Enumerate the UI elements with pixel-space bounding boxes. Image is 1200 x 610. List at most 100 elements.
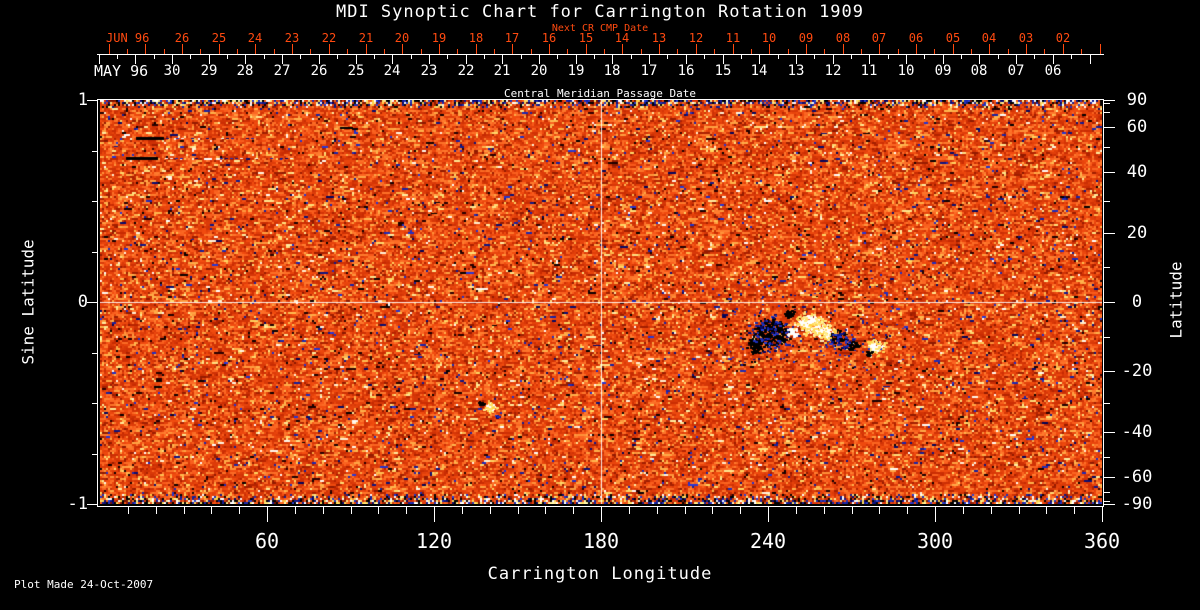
next-cr-date-label: 19 xyxy=(431,31,447,45)
cmp-date-tick xyxy=(1016,54,1017,64)
next-cr-date-minor-tick xyxy=(531,49,532,54)
next-cr-date-tick xyxy=(255,44,256,54)
next-cr-date-tick xyxy=(989,44,990,54)
next-cr-date-tick xyxy=(879,44,880,54)
longitude-tick xyxy=(601,506,602,522)
cmp-date-label: 11 xyxy=(860,63,878,79)
cmp-date-minor-tick xyxy=(741,54,742,59)
cmp-date-label: 13 xyxy=(787,63,805,79)
next-cr-date-label: 10 xyxy=(761,31,777,45)
sine-latitude-tick-label: 1 xyxy=(77,90,88,110)
latitude-tick xyxy=(1104,432,1115,433)
next-cr-date-tick xyxy=(512,44,513,54)
next-cr-date-label: 16 xyxy=(541,31,557,45)
latitude-minor-tick xyxy=(1104,337,1110,338)
cmp-date-minor-tick xyxy=(851,54,852,59)
cmp-date-minor-tick xyxy=(117,54,118,59)
cmp-date-minor-tick xyxy=(594,54,595,59)
next-cr-date-minor-tick xyxy=(971,49,972,54)
next-cr-date-label: 24 xyxy=(247,31,263,45)
sine-latitude-tick-label: 0 xyxy=(77,292,88,312)
cmp-date-label: 24 xyxy=(383,63,401,79)
latitude-tick-label: -60 xyxy=(1121,467,1153,487)
next-cr-date-tick xyxy=(622,44,623,54)
cmp-date-tick xyxy=(686,54,687,64)
sine-latitude-minor-tick xyxy=(92,403,97,404)
latitude-minor-tick xyxy=(1104,267,1110,268)
longitude-tick-label: 300 xyxy=(916,529,954,553)
cmp-date-tick xyxy=(796,54,797,64)
magnetogram-image xyxy=(100,100,1102,504)
next-cr-date-tick xyxy=(586,44,587,54)
next-cr-date-minor-tick xyxy=(200,49,201,54)
longitude-minor-tick xyxy=(1019,506,1020,514)
sine-latitude-minor-tick xyxy=(92,252,97,253)
sine-latitude-minor-tick xyxy=(92,201,97,202)
next-cr-date-label: 20 xyxy=(394,31,410,45)
cmp-date-tick xyxy=(172,54,173,64)
cmp-date-label: 23 xyxy=(420,63,438,79)
cmp-date-tick xyxy=(906,54,907,64)
latitude-minor-tick xyxy=(1104,103,1110,104)
cmp-date-tick xyxy=(869,54,870,64)
date-axis-line xyxy=(97,54,1104,55)
next-cr-date-minor-tick xyxy=(494,49,495,54)
sine-latitude-minor-tick xyxy=(92,353,97,354)
next-cr-date-label: 26 xyxy=(174,31,190,45)
latitude-tick xyxy=(1104,371,1115,372)
next-cr-date-minor-tick xyxy=(641,49,642,54)
cmp-date-tick xyxy=(649,54,650,64)
next-cr-date-label: 04 xyxy=(981,31,997,45)
cmp-date-label: 28 xyxy=(236,63,254,79)
chart-title: MDI Synoptic Chart for Carrington Rotati… xyxy=(335,2,865,22)
next-cr-cmp-date-label: Next CR CMP Date xyxy=(551,23,649,34)
cmp-date-minor-tick xyxy=(1071,54,1072,59)
longitude-minor-tick xyxy=(518,506,519,514)
cmp-date-tick xyxy=(502,54,503,64)
latitude-tick-label: -90 xyxy=(1121,494,1153,514)
cmp-date-label: 06 xyxy=(1044,63,1062,79)
sine-latitude-minor-tick xyxy=(92,454,97,455)
longitude-minor-tick xyxy=(852,506,853,514)
longitude-minor-tick xyxy=(907,506,908,514)
cmp-date-tick xyxy=(612,54,613,64)
next-cr-date-minor-tick xyxy=(898,49,899,54)
cmp-date-tick xyxy=(209,54,210,64)
cmp-date-tick xyxy=(1090,54,1091,64)
next-month-label: JUN 96 xyxy=(106,31,150,45)
longitude-minor-tick xyxy=(545,506,546,514)
plot-border-top xyxy=(97,99,1104,100)
cmp-date-minor-tick xyxy=(557,54,558,59)
cmp-date-label: 08 xyxy=(970,63,988,79)
next-cr-date-minor-tick xyxy=(1081,49,1082,54)
cmp-date-minor-tick xyxy=(411,54,412,59)
cmp-date-minor-tick xyxy=(778,54,779,59)
next-cr-date-label: 22 xyxy=(321,31,337,45)
next-cr-date-minor-tick xyxy=(127,49,128,54)
next-cr-date-minor-tick xyxy=(788,49,789,54)
cmp-date-label: 30 xyxy=(163,63,181,79)
plot-made-note: Plot Made 24-Oct-2007 xyxy=(14,578,154,591)
next-cr-date-tick xyxy=(1026,44,1027,54)
cmp-date-minor-tick xyxy=(814,54,815,59)
longitude-tick-label: 120 xyxy=(415,529,453,553)
plot-border-right xyxy=(1103,99,1104,507)
longitude-minor-tick xyxy=(1046,506,1047,514)
longitude-tick xyxy=(768,506,769,522)
cmp-date-label: 07 xyxy=(1007,63,1025,79)
longitude-minor-tick xyxy=(1074,506,1075,514)
next-cr-date-label: 12 xyxy=(688,31,704,45)
cmp-date-minor-tick xyxy=(484,54,485,59)
next-cr-date-tick xyxy=(476,44,477,54)
next-cr-date-minor-tick xyxy=(237,49,238,54)
next-cr-date-tick xyxy=(329,44,330,54)
next-cr-date-minor-tick xyxy=(347,49,348,54)
next-cr-date-tick xyxy=(769,44,770,54)
cmp-date-label: 09 xyxy=(934,63,952,79)
next-cr-date-minor-tick xyxy=(677,49,678,54)
latitude-tick xyxy=(1104,127,1115,128)
longitude-minor-tick xyxy=(740,506,741,514)
cmp-date-label: 29 xyxy=(200,63,218,79)
next-cr-date-label: 06 xyxy=(908,31,924,45)
next-cr-date-tick xyxy=(366,44,367,54)
